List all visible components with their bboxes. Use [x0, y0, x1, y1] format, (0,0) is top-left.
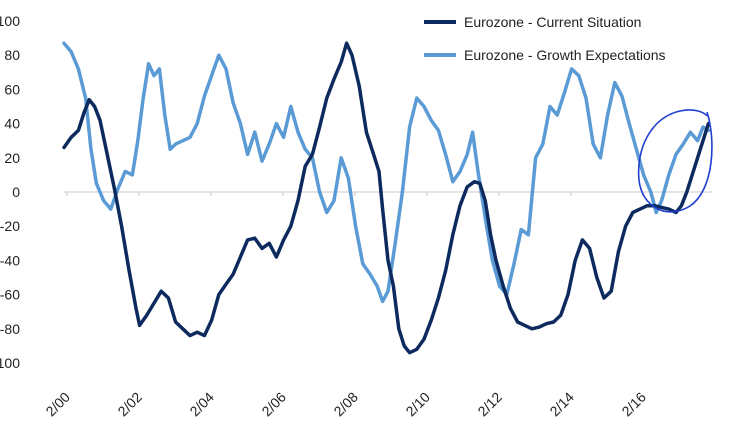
y-tick-label: -40: [0, 252, 20, 268]
y-tick-label: -80: [0, 321, 20, 337]
series-line-growth-expectations: [62, 41, 711, 304]
x-tick-label: 2/14: [546, 389, 577, 420]
x-tick-label: 2/04: [186, 389, 217, 420]
x-tick-label: 2/12: [474, 389, 505, 420]
x-tick-label: 2/02: [114, 389, 145, 420]
x-tick-label: 2/10: [402, 389, 433, 420]
y-tick-label: 20: [4, 150, 20, 166]
y-axis: 100 80 60 40 20 0 -20 -40 -60 -80 -100: [0, 13, 20, 371]
x-axis: 2/00 2/02 2/04 2/06 2/08 2/10 2/12 2/14 2/16: [42, 192, 649, 419]
y-tick-label: -100: [0, 355, 20, 371]
legend-label-growth-expectations: Eurozone - Growth Expectations: [464, 47, 666, 63]
y-tick-label: 80: [4, 47, 20, 63]
y-tick-label: 60: [4, 81, 20, 97]
y-tick-label: -60: [0, 287, 20, 303]
annotation-layer: [637, 109, 713, 213]
x-tick-label: 2/06: [258, 389, 289, 420]
legend: Eurozone - Current Situation Eurozone - …: [424, 14, 666, 63]
y-tick-label: 0: [12, 184, 20, 200]
y-tick-label: -20: [0, 218, 20, 234]
x-tick-label: 2/16: [618, 389, 649, 420]
legend-label-current-situation: Eurozone - Current Situation: [464, 14, 641, 30]
y-tick-label: 100: [0, 13, 20, 29]
annotation-circle: [637, 109, 713, 213]
x-tick-label: 2/08: [330, 389, 361, 420]
series-layer: [62, 41, 711, 355]
x-tick-label: 2/00: [42, 389, 73, 420]
y-tick-label: 40: [4, 116, 20, 132]
series-line-current-situation: [62, 41, 711, 355]
